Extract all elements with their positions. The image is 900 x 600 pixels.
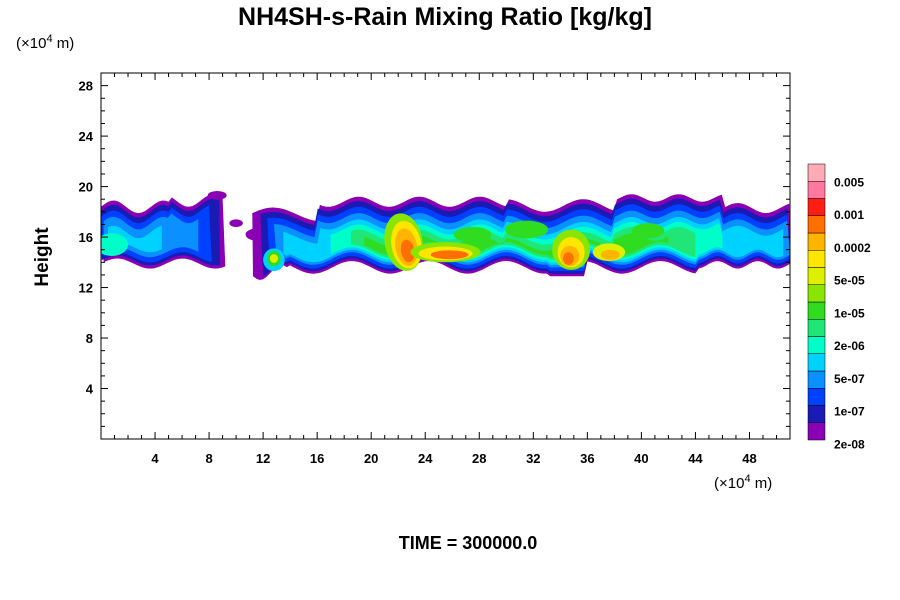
- x-tick-label: 44: [688, 451, 703, 466]
- x-unit-end: m): [751, 475, 773, 492]
- field-wisp: [229, 219, 243, 227]
- field-cyan: [107, 225, 162, 253]
- field-lime: [631, 223, 665, 239]
- field-dark-orange: [400, 239, 415, 263]
- colorbar-segment: [807, 163, 826, 182]
- plot-frame: [100, 72, 791, 440]
- x-tick-label: 8: [205, 451, 212, 466]
- colorbar: 0.005 0.001 0.0002 5e-05 1e-05 2e-06 5e-07 1e-0…: [807, 163, 871, 451]
- y-axis-ticks: 4 8 12 16 20 24 28: [79, 79, 790, 427]
- x-tick-label: 40: [634, 451, 648, 466]
- x-tick-label: 24: [418, 451, 433, 466]
- y-unit-base: (×10: [16, 35, 46, 52]
- x-tick-label: 48: [742, 451, 756, 466]
- y-tick-label: 20: [79, 180, 93, 195]
- x-tick-label: 16: [310, 451, 324, 466]
- colorbar-segment: [807, 370, 826, 389]
- colorbar-label: 5e-05: [834, 274, 865, 288]
- y-tick-label: 4: [86, 382, 94, 397]
- colorbar-segment: [807, 353, 826, 372]
- x-tick-label: 12: [256, 451, 270, 466]
- x-unit-base: (×10: [714, 475, 744, 492]
- colorbar-label: 0.0002: [834, 241, 871, 255]
- field-wisp: [207, 191, 227, 200]
- colorbar-segment: [807, 422, 826, 441]
- y-tick-label: 12: [79, 281, 93, 296]
- y-tick-label: 28: [79, 79, 93, 94]
- x-tick-label: 36: [580, 451, 594, 466]
- colorbar-segment: [807, 267, 826, 285]
- colorbar-label: 1e-07: [834, 405, 865, 419]
- colorbar-segment: [807, 284, 826, 303]
- field-dark-orange: [563, 252, 574, 265]
- y-unit-exponent: 4: [46, 33, 52, 45]
- field-orange: [600, 249, 620, 260]
- y-axis-label: Height: [32, 227, 53, 287]
- colorbar-label: 0.001: [834, 208, 864, 222]
- colorbar-label: 0.005: [834, 175, 864, 189]
- x-tick-label: 28: [472, 451, 486, 466]
- field-lime: [453, 226, 492, 243]
- colorbar-label: 2e-08: [834, 437, 865, 451]
- colorbar-segment: [807, 405, 826, 423]
- plot-area: [101, 191, 790, 280]
- x-unit-label: (×104 m): [714, 473, 772, 492]
- colorbar-label: 1e-05: [834, 306, 865, 320]
- colorbar-label: 2e-06: [834, 339, 865, 353]
- colorbar-segment: [807, 232, 826, 251]
- field-teal: [101, 233, 129, 256]
- colorbar-segment: [807, 388, 826, 406]
- y-tick-label: 8: [86, 331, 93, 346]
- y-unit-label: (×104 m): [16, 33, 74, 52]
- x-tick-label: 20: [364, 451, 378, 466]
- field-dark-orange: [430, 250, 469, 260]
- colorbar-segment: [807, 181, 826, 199]
- mixing-ratio-field: [101, 191, 790, 280]
- x-unit-exponent: 4: [744, 473, 750, 485]
- time-label: TIME = 300000.0: [399, 533, 538, 553]
- colorbar-segment: [807, 301, 826, 320]
- colorbar-segment: [807, 319, 826, 337]
- x-tick-label: 4: [151, 451, 159, 466]
- y-tick-label: 16: [79, 230, 93, 245]
- x-axis-ticks: 4 8 12 16 20 24 28 32 36 40 44 48: [114, 73, 777, 466]
- y-tick-label: 24: [79, 129, 94, 144]
- field-lime: [504, 220, 549, 239]
- x-tick-label: 32: [526, 451, 540, 466]
- chart-title: NH4SH-s-Rain Mixing Ratio [kg/kg]: [238, 3, 652, 31]
- y-unit-end: m): [53, 35, 75, 52]
- colorbar-segment: [807, 250, 826, 268]
- colorbar-segment: [807, 198, 826, 216]
- colorbar-label: 5e-07: [834, 372, 865, 386]
- field-yellow: [269, 254, 278, 263]
- colorbar-segment: [807, 215, 826, 234]
- colorbar-segment: [807, 336, 826, 354]
